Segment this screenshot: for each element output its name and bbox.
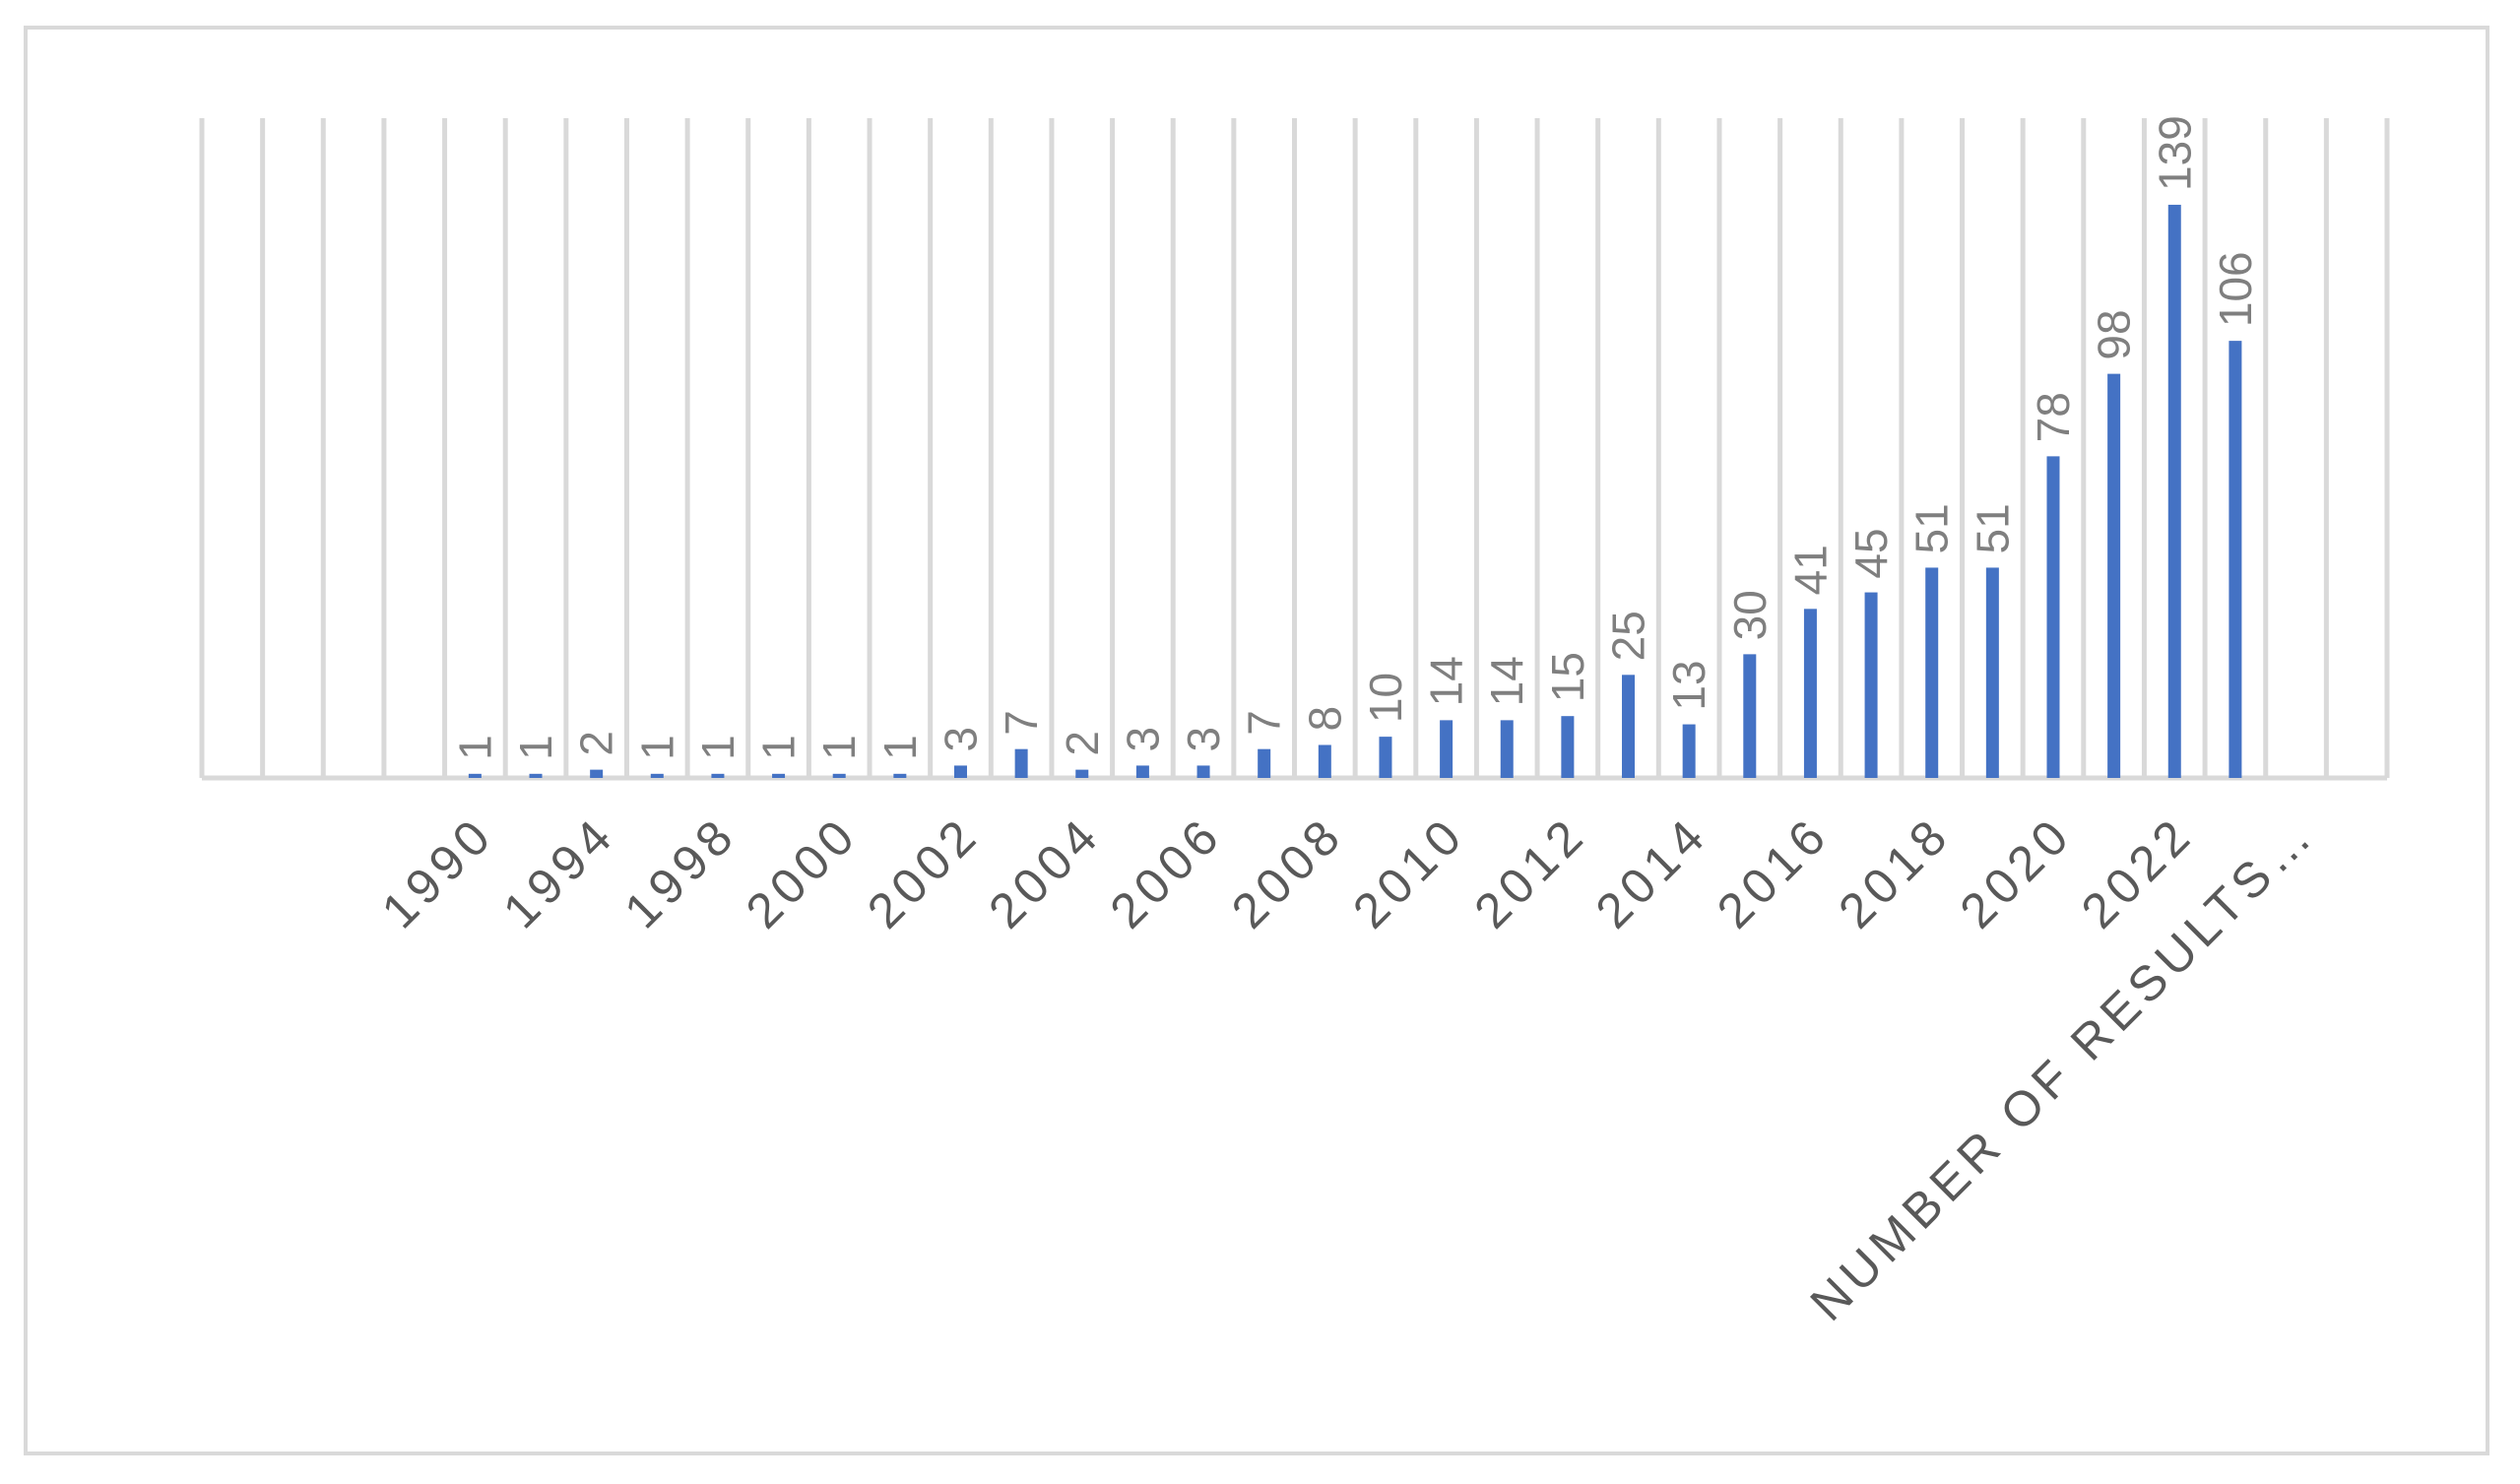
data-label: 7 [1239,710,1290,736]
x-tick-label: 2016 [1707,806,1840,938]
data-label: 51 [1906,503,1958,553]
data-label: 1 [510,735,561,760]
data-label: 3 [935,727,986,752]
data-label: 7 [996,710,1047,736]
bar [2229,341,2242,778]
data-label: 1 [813,735,865,760]
data-label: 41 [1784,545,1836,595]
bar [529,773,543,778]
x-tick-label: 2014 [1585,806,1718,938]
bar [772,773,786,778]
x-tick-label: 2006 [1100,806,1233,938]
x-tick-label: 2002 [857,806,990,938]
bar [1258,748,1271,778]
data-label: 14 [1421,656,1472,706]
data-label: 2 [571,731,622,756]
data-label: 1 [692,735,743,760]
data-label: 51 [1967,503,2018,553]
x-tick-label: 2008 [1221,806,1354,938]
data-label: 2 [1057,731,1108,756]
bar [1075,769,1089,778]
bar [1440,720,1454,778]
data-label: 30 [1724,590,1776,640]
bar [1985,567,1999,778]
data-label: 15 [1542,652,1593,702]
bar [711,773,725,778]
bar [1743,654,1757,778]
bar [2167,204,2181,778]
x-tick-label: 2018 [1828,806,1961,938]
data-label: 98 [2089,309,2140,359]
bar [893,773,907,778]
x-tick-labels: 1990199419982000200220042006200820102012… [371,806,2325,1331]
chart-frame [24,26,2489,1455]
data-label: 8 [1299,706,1350,732]
bar [1864,592,1878,778]
x-tick-label: 1994 [492,806,625,938]
bar [1014,748,1028,778]
bar [1196,765,1210,778]
bar [468,773,482,778]
bar [2107,373,2121,778]
x-tick-label: 2020 [1950,806,2083,938]
bar [2046,456,2060,778]
data-label: 1 [874,735,926,760]
data-label: 45 [1845,528,1897,578]
bars [468,204,2242,778]
bar [1622,675,1636,778]
data-label: 3 [1178,727,1229,752]
x-tick-label: 1990 [371,806,504,938]
data-label: 10 [1360,673,1411,723]
bar [1925,567,1939,778]
data-label: 1 [753,735,805,760]
gridlines [199,118,2390,781]
data-label: 106 [2210,251,2261,327]
bar [1561,716,1575,778]
data-label: 1 [631,735,682,760]
data-label: 25 [1603,611,1654,661]
x-tick-label: 2004 [978,806,1111,938]
bar [1379,737,1392,778]
bar [1318,744,1331,778]
bar [1803,609,1817,778]
data-label: 14 [1481,656,1532,706]
bar [953,765,967,778]
data-label: 139 [2149,115,2200,191]
x-tick-label: 2000 [736,806,869,938]
bar [1135,765,1149,778]
x-tick-label: 2010 [1342,806,1475,938]
bar [1682,724,1696,778]
data-label: 3 [1117,727,1168,752]
x-tick-label: 2012 [1463,806,1596,938]
data-label: 1 [449,735,500,760]
data-label: 13 [1663,660,1714,710]
bar [590,769,604,778]
bar [1500,720,1514,778]
data-label: 78 [2028,392,2079,442]
bar [832,773,846,778]
bar [650,773,664,778]
x-tick-label: 1998 [614,806,746,938]
